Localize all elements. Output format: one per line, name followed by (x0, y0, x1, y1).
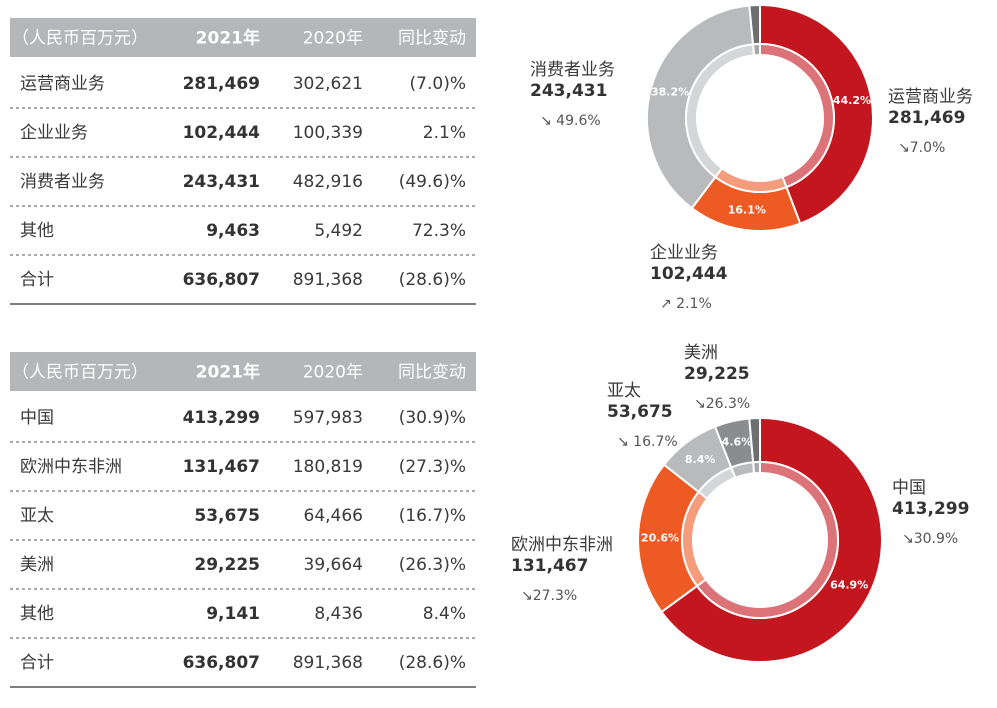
table-cell: (16.7)% (399, 506, 466, 526)
table-cell: (27.3)% (399, 457, 466, 477)
table-cell: 597,983 (293, 408, 363, 428)
table-cell: 中国 (20, 408, 54, 428)
table-cell: 合计 (20, 270, 54, 290)
table-cell: 413,299 (183, 408, 260, 428)
table-cell: (26.3)% (399, 555, 466, 575)
table-cell: 29,225 (194, 555, 260, 575)
table-cell: 8.4% (423, 604, 466, 624)
table-cell: 131,467 (183, 457, 260, 477)
table-cell: 482,916 (293, 172, 363, 192)
slice-label: 64.9% (830, 578, 868, 591)
callout-amount: 102,444 (650, 264, 728, 284)
table-header-cell: 2020年 (303, 363, 363, 383)
table-cell: 636,807 (183, 270, 260, 290)
table-header-cell: 同比变动 (398, 363, 466, 383)
table-header-cell: 2020年 (303, 29, 363, 49)
table-header-bg (10, 352, 476, 391)
table-cell: 8,436 (314, 604, 363, 624)
callout-name: 中国 (892, 478, 926, 498)
table-cell: 102,444 (183, 123, 261, 143)
table-cell: 合计 (20, 653, 54, 673)
callout-name: 亚太 (607, 381, 641, 401)
callout-change: ↘27.3% (521, 588, 577, 604)
callout-amount: 53,675 (607, 402, 673, 422)
table-cell: 2.1% (423, 123, 466, 143)
slice-label: 4.6% (722, 436, 753, 449)
table-header-bg (10, 18, 476, 57)
donut-slice-inner (752, 460, 761, 475)
table-cell: 亚太 (20, 506, 54, 526)
callout-name: 企业业务 (650, 243, 718, 263)
table-cell: (28.6)% (399, 270, 466, 290)
table-cell: 美洲 (20, 555, 54, 575)
table-cell: 891,368 (293, 270, 363, 290)
table-cell: 281,469 (183, 74, 260, 94)
table-cell: 消费者业务 (20, 172, 105, 192)
table-cell: 企业业务 (20, 123, 88, 143)
table-header-cell: （人民币百万元） (12, 363, 148, 383)
table-cell: (28.6)% (399, 653, 466, 673)
table-header-cell: 同比变动 (398, 29, 466, 49)
slice-label: 20.6% (641, 531, 679, 544)
table-cell: 运营商业务 (20, 74, 105, 94)
table-cell: 其他 (20, 604, 54, 624)
callout-amount: 131,467 (511, 556, 588, 576)
table-cell: 64,466 (304, 506, 363, 526)
callout-change: ↗ 2.1% (660, 296, 712, 312)
callout-change: ↘ 49.6% (540, 113, 601, 129)
callout-name: 美洲 (684, 343, 718, 363)
table-cell: 欧洲中东非洲 (20, 457, 122, 477)
table-cell: (7.0)% (410, 74, 466, 94)
table-cell: 其他 (20, 221, 54, 241)
table-header-cell: 2021年 (196, 28, 260, 49)
slice-label: 8.4% (685, 453, 716, 466)
table-cell: 636,807 (183, 653, 260, 673)
callout-change: ↘ 16.7% (617, 434, 678, 450)
callout-name: 欧洲中东非洲 (511, 535, 613, 555)
slice-label: 44.2% (833, 94, 871, 107)
table-cell: (30.9)% (399, 408, 466, 428)
callout-change: ↘7.0% (898, 140, 945, 156)
table-cell: 100,339 (293, 123, 363, 143)
callout-name: 运营商业务 (888, 87, 973, 107)
callout-amount: 29,225 (684, 364, 750, 384)
slice-label: 38.2% (651, 85, 689, 98)
callout-change: ↘26.3% (694, 396, 750, 412)
table-header-cell: （人民币百万元） (12, 29, 148, 49)
table-cell: 302,621 (293, 74, 363, 94)
table-cell: 9,463 (206, 221, 260, 241)
table-cell: 9,141 (206, 604, 260, 624)
table-cell: 53,675 (194, 506, 260, 526)
table-cell: 180,819 (293, 457, 363, 477)
table-cell: 243,431 (183, 172, 260, 192)
table-header-cell: 2021年 (196, 362, 260, 383)
callout-amount: 243,431 (530, 81, 607, 101)
table-cell: (49.6)% (399, 172, 466, 192)
callout-amount: 413,299 (892, 499, 969, 519)
callout-amount: 281,469 (888, 108, 965, 128)
table-cell: 891,368 (293, 653, 363, 673)
donut-slice-inner (751, 42, 761, 57)
slice-label: 16.1% (728, 204, 766, 217)
callout-change: ↘30.9% (902, 531, 958, 547)
table-cell: 72.3% (412, 221, 466, 241)
table-cell: 5,492 (314, 221, 363, 241)
table-cell: 39,664 (304, 555, 363, 575)
callout-name: 消费者业务 (530, 60, 615, 80)
